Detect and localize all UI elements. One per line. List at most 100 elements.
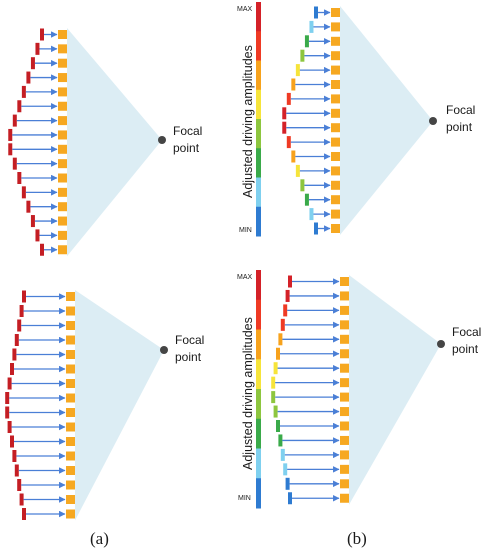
a-bottom-delay-bar [7,421,12,433]
a-bottom-delay-bar [5,406,10,419]
b-top-delay-bar [300,49,305,62]
b-top-transducer-element [331,80,340,89]
a-bottom-transducer-element [66,509,75,519]
b-bottom-transducer-element [340,421,349,431]
a-top-transducer-element [58,230,67,240]
b-top-focal-dot [429,117,437,125]
a-bottom-delay-bar [5,392,10,404]
b-top-transducer-element [331,36,340,46]
b-bottom-transducer-element [340,334,349,344]
b-bottom-transducer-element [340,305,349,315]
b-top-delay-bar [282,121,287,134]
a-top-delay-bar [30,57,35,70]
a-top-delay-bar [12,114,17,127]
b-bottom-delay-bar [276,347,280,360]
b-bottom-delay-bar [278,333,283,346]
a-bottom-delay-bar [22,508,26,520]
focal-label-b-top-line2: point [446,120,473,134]
b-bottom-delay-bar [273,405,278,418]
b-top-transducer-element [331,22,340,32]
panel-b-bottom [256,270,445,509]
b-bottom-scale-segment [256,418,261,449]
a-top-transducer-element [58,30,67,39]
a-bottom-transducer-element [66,306,75,316]
b-bottom-delay-bar [280,448,285,461]
b-top-transducer-element [331,65,340,75]
b-top-transducer-element [331,195,340,205]
a-top-focal-dot [158,136,166,144]
a-top-transducer-element [58,159,67,169]
scale-max-label-top: MAX [237,6,253,13]
b-top-scale-segment [256,31,261,61]
a-bottom-delay-bar [14,464,19,477]
a-bottom-transducer-element [66,364,75,374]
b-bottom-delay-bar [273,362,278,375]
b-top-transducer-element [331,123,340,133]
b-bottom-scale-segment [256,299,261,330]
a-bottom-delay-bar [12,348,17,361]
a-bottom-delay-bar [10,435,14,448]
a-top-delay-bar [35,229,40,242]
b-bottom-delay-bar [271,376,276,389]
a-top-delay-bar [26,71,31,84]
focal-label-a-top-line1: Focal [173,124,202,138]
b-bottom-transducer-element [340,277,349,286]
a-top-transducer-element [58,44,67,54]
b-bottom-delay-bar [288,492,292,505]
panel-a-bottom [5,290,168,521]
a-top-cone [67,28,162,257]
b-bottom-transducer-element [340,407,349,417]
b-top-scale-segment [256,2,261,32]
b-top-delay-bar [304,193,309,206]
b-top-delay-bar [314,6,318,19]
a-top-delay-bar [40,243,44,256]
b-top-transducer-element [331,8,340,17]
b-top-delay-bar [295,64,300,77]
scale-max-label-bottom: MAX [237,274,253,281]
a-bottom-delay-bar [19,493,24,506]
b-top-delay-bar [309,20,314,33]
a-top-transducer-element [58,202,67,212]
b-bottom-transducer-element [340,493,349,503]
b-top-delay-bar [295,164,300,177]
b-bottom-transducer-element [340,320,349,330]
b-bottom-transducer-element [340,450,349,460]
b-bottom-scale-segment [256,478,261,509]
a-top-delay-bar [17,172,22,184]
a-bottom-delay-bar [10,363,14,375]
b-bottom-delay-bar [278,434,283,447]
a-bottom-transducer-element [66,350,75,359]
b-top-delay-bar [282,107,287,120]
b-bottom-scale-segment [256,359,261,390]
a-bottom-transducer-element [66,495,75,504]
a-top-delay-bar [21,85,26,98]
b-top-transducer-element [331,94,340,104]
a-top-delay-bar [17,100,22,113]
b-bottom-delay-bar [276,420,280,432]
b-top-scale-segment [256,60,261,91]
a-top-transducer-element [58,58,67,68]
focal-label-b-bottom-line2: point [452,342,479,356]
b-bottom-transducer-element [340,392,349,402]
a-top-transducer-element [58,216,67,226]
focal-label-a-bottom-line1: Focal [175,333,204,347]
a-bottom-delay-bar [12,450,17,462]
b-bottom-delay-bar [283,304,288,317]
focal-label-b-bottom-line1: Focal [452,325,481,339]
a-top-transducer-element [58,173,67,183]
a-bottom-cone [75,290,164,521]
a-bottom-focal-dot [160,346,168,354]
a-top-transducer-element [58,101,67,111]
a-bottom-transducer-element [66,321,75,330]
b-bottom-transducer-element [340,363,349,373]
a-bottom-transducer-element [66,335,75,345]
b-top-scale-segment [256,206,261,237]
a-bottom-delay-bar [17,319,22,332]
b-top-cone [340,6,433,235]
a-top-delay-bar [8,143,13,156]
b-bottom-delay-bar [285,289,290,302]
caption-b: (b) [347,529,367,548]
a-top-transducer-element [58,245,67,255]
a-top-transducer-element [58,116,67,126]
b-top-scale-segment [256,177,261,208]
